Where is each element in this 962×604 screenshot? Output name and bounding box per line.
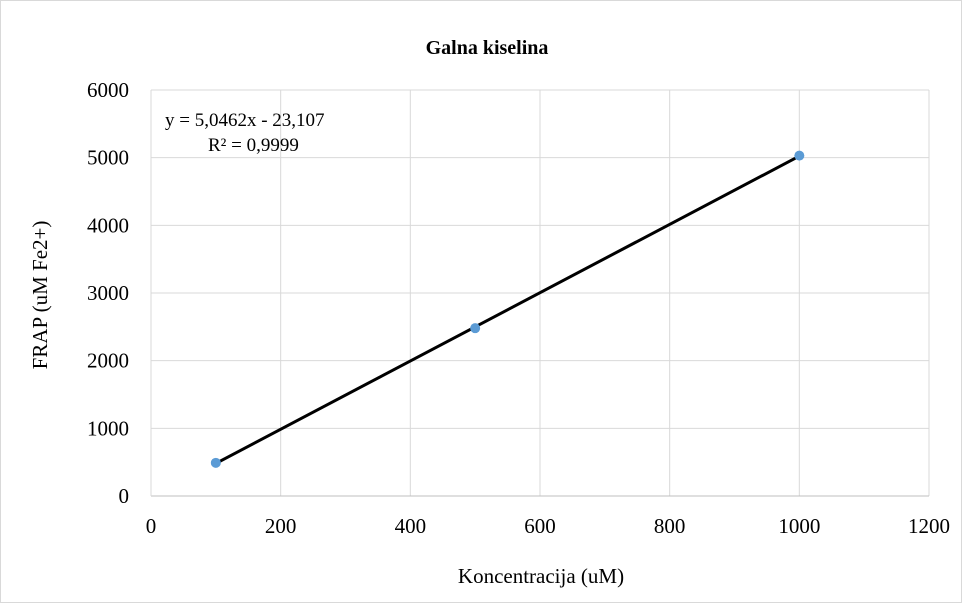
axes [150,90,929,497]
x-tick-label: 0 [146,514,157,538]
x-tick-label: 800 [654,514,686,538]
x-tick-label: 200 [265,514,297,538]
tick-labels: 0 1000 2000 3000 4000 5000 6000 0 200 400 600 800 10… [87,78,950,538]
trendline-equation: y = 5,0462x - 23,107 [165,110,325,131]
x-axis-title: Koncentracija (uM) [458,564,624,588]
x-tick-label: 600 [524,514,556,538]
y-tick-label: 4000 [87,213,129,237]
trendline-layer [215,154,801,465]
data-points [210,150,805,468]
y-tick-label: 5000 [87,146,129,170]
y-tick-label: 2000 [87,349,129,373]
trendline [215,154,801,465]
r-squared-label: R² = 0,9999 [208,135,299,156]
y-tick-label: 1000 [87,416,129,440]
y-tick-label: 0 [119,484,130,508]
chart-title: Galna kiselina [426,37,549,59]
y-tick-label: 3000 [87,281,129,305]
x-tick-label: 1000 [778,514,820,538]
y-tick-label: 6000 [87,78,129,102]
x-tick-label: 400 [395,514,427,538]
y-axis-title: FRAP (uM Fe2+) [28,221,52,370]
data-point [470,323,481,334]
data-point [794,150,805,161]
x-tick-label: 1200 [908,514,950,538]
data-point [210,457,221,468]
